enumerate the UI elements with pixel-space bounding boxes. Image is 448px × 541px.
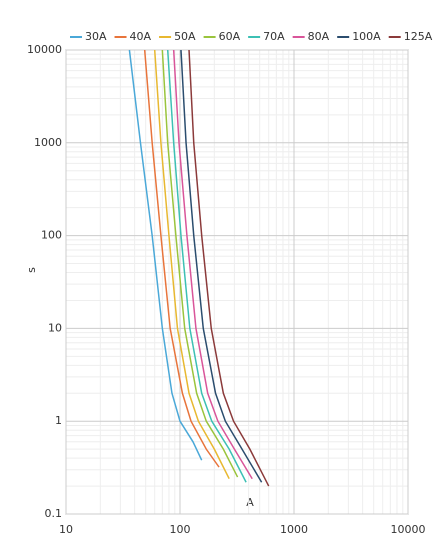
y-tick-label: 10000 <box>27 43 62 56</box>
y-tick-label: 1000 <box>34 136 62 149</box>
series-line <box>143 49 220 468</box>
y-tick-label: 100 <box>41 229 62 242</box>
x-tick-label: 10000 <box>391 523 426 536</box>
series-line <box>153 49 230 480</box>
legend-label: 80A <box>308 30 330 43</box>
y-tick-label: 10 <box>48 321 62 334</box>
x-tick-label: 1000 <box>280 523 308 536</box>
y-axis-label: s <box>25 267 38 273</box>
legend-label: 40A <box>130 30 152 43</box>
legend-label: 100A <box>352 30 381 43</box>
x-tick-label: 100 <box>170 523 191 536</box>
series-line <box>128 49 203 461</box>
legend-label: 50A <box>174 30 196 43</box>
x-tick-label: 10 <box>59 523 73 536</box>
series-line <box>161 49 239 478</box>
series-line <box>188 49 270 487</box>
series-line <box>166 49 247 483</box>
series-line <box>180 49 263 483</box>
legend-label: 60A <box>219 30 241 43</box>
legend-label: 70A <box>263 30 285 43</box>
legend-label: 30A <box>85 30 107 43</box>
series-line <box>172 49 253 480</box>
legend-label: 125A <box>404 30 433 43</box>
y-tick-label: 0.1 <box>45 507 63 520</box>
x-axis-label: A <box>246 496 254 509</box>
plot-area <box>65 49 409 515</box>
y-tick-label: 1 <box>55 414 62 427</box>
